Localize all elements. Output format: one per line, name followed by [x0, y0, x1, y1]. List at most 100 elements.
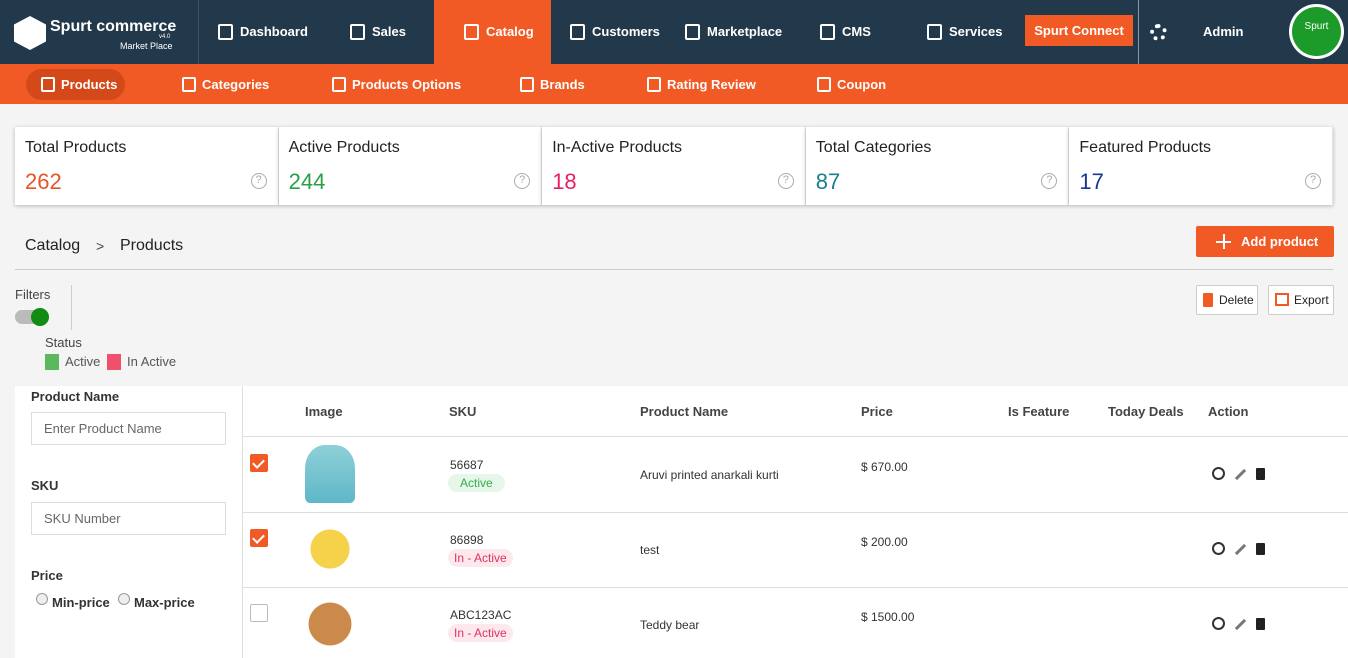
sub-nav-item[interactable]: Categories	[178, 70, 269, 100]
brand-sub: Market Place	[120, 41, 173, 51]
field-label: Price	[31, 568, 63, 583]
stat-card: Total Products 262?	[15, 127, 279, 205]
nav-item[interactable]: Dashboard	[218, 0, 308, 64]
filter-panel: Product Name Enter Product Name SKU SKU …	[15, 386, 243, 658]
stat-card: In-Active Products 18?	[542, 127, 806, 205]
column-header: Product Name	[640, 404, 729, 419]
view-icon[interactable]	[1212, 467, 1225, 480]
help-icon: ?	[514, 173, 531, 189]
export-label: Export	[1294, 293, 1329, 307]
sub-nav-item[interactable]: Coupon	[813, 70, 886, 100]
stat-card: Active Products 244?	[278, 127, 543, 205]
nav-item[interactable]: Services	[927, 0, 1003, 64]
nav-icon	[685, 24, 700, 40]
checkbox[interactable]	[250, 529, 268, 547]
column-header: Action	[1208, 404, 1249, 419]
nav-item[interactable]: Marketplace	[685, 0, 782, 64]
edit-icon[interactable]	[1234, 618, 1247, 631]
delete-icon[interactable]	[1256, 468, 1265, 480]
settings-icon[interactable]	[1150, 24, 1167, 41]
nav-icon	[218, 24, 233, 40]
product-name: test	[640, 543, 660, 557]
sku-input[interactable]: SKU Number	[31, 502, 226, 535]
export-button[interactable]: Export	[1268, 285, 1334, 315]
radio-label[interactable]: Min-price	[52, 595, 110, 610]
radio[interactable]	[118, 593, 130, 605]
nav-icon	[464, 24, 479, 40]
price: $ 200.00	[861, 535, 908, 549]
stat-label: Total Categories	[815, 139, 932, 156]
product-image	[305, 595, 355, 653]
legend-swatch	[45, 354, 59, 370]
plus-icon	[1216, 234, 1231, 249]
view-icon[interactable]	[1212, 542, 1225, 555]
nav-icon	[927, 24, 942, 40]
delete-label: Delete	[1219, 293, 1254, 307]
stat-label: Total Products	[25, 139, 127, 156]
sub-nav-item[interactable]: Brands	[516, 70, 585, 100]
sku: 56687	[450, 458, 484, 472]
nav-item[interactable]: Customers	[570, 0, 660, 64]
connect-button[interactable]: Spurt Connect	[1025, 15, 1133, 46]
brand: Spurt commerce	[50, 18, 177, 35]
sub-nav-icon	[182, 77, 196, 92]
nav-item[interactable]: Sales	[350, 0, 406, 64]
delete-button[interactable]: Delete	[1196, 285, 1258, 315]
legend-swatch	[107, 354, 121, 370]
legend-label: Active	[65, 354, 101, 369]
stat-value: 262	[25, 169, 62, 194]
sub-nav-item[interactable]: Products Options	[328, 70, 461, 100]
help-icon: ?	[777, 173, 794, 189]
sub-nav-icon	[817, 77, 831, 92]
product-name-input[interactable]: Enter Product Name	[31, 412, 226, 445]
checkbox[interactable]	[250, 454, 268, 472]
delete-icon[interactable]	[1256, 543, 1265, 555]
view-icon[interactable]	[1212, 617, 1225, 630]
toggle-knob	[31, 308, 49, 326]
field-label: Product Name	[31, 389, 120, 404]
active-tab	[434, 0, 551, 64]
stat-value: 17	[1079, 169, 1104, 194]
sub-nav-icon	[647, 77, 661, 92]
help-icon: ?	[1041, 173, 1058, 189]
add-button[interactable]: Add product	[1196, 226, 1334, 257]
sub-nav-item[interactable]: Products	[37, 70, 117, 100]
add-label: Add product	[1241, 234, 1319, 249]
breadcrumb-item: Products	[120, 237, 184, 254]
product-name: Teddy bear	[640, 618, 700, 632]
nav-item[interactable]: Catalog	[464, 0, 534, 64]
column-header: Today Deals	[1108, 404, 1184, 419]
sub-nav	[0, 64, 1348, 104]
filter-toggle[interactable]	[15, 308, 49, 326]
price: $ 670.00	[861, 460, 908, 474]
status-label: Status	[45, 335, 82, 350]
status-badge: In - Active	[448, 549, 513, 567]
radio[interactable]	[36, 593, 48, 605]
row-border	[243, 512, 1348, 513]
user-name[interactable]: Admin	[1203, 24, 1244, 39]
product-image	[305, 520, 355, 578]
sku: ABC123AC	[450, 608, 512, 622]
stat-value: 244	[288, 169, 326, 194]
field-label: SKU	[31, 478, 59, 493]
divider	[198, 0, 199, 64]
trash-icon	[1203, 293, 1213, 307]
column-header: Image	[305, 404, 343, 419]
product-name: Aruvi printed anarkali kurti	[640, 468, 779, 482]
status-badge: In - Active	[448, 624, 513, 642]
separator	[15, 269, 1333, 270]
edit-icon[interactable]	[1234, 468, 1247, 481]
nav-item[interactable]: CMS	[820, 0, 871, 64]
breadcrumb-item[interactable]: Catalog	[25, 237, 81, 254]
nav-icon	[350, 24, 365, 40]
radio-label[interactable]: Max-price	[134, 595, 195, 610]
edit-icon[interactable]	[1234, 543, 1247, 556]
stat-value: 18	[552, 169, 577, 194]
stat-label: In-Active Products	[552, 139, 683, 156]
checkbox[interactable]	[250, 604, 268, 622]
sub-nav-item[interactable]: Rating Review	[643, 70, 756, 100]
divider	[1138, 0, 1139, 64]
delete-icon[interactable]	[1256, 618, 1265, 630]
avatar[interactable]: Spurt	[1289, 4, 1344, 59]
sku: 86898	[450, 533, 484, 547]
